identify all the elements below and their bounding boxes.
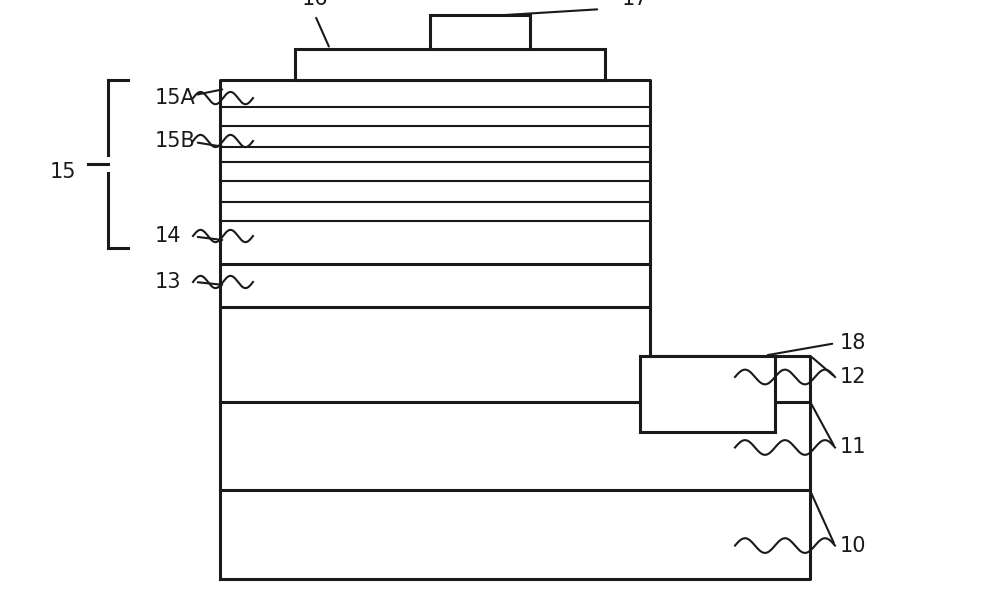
- Bar: [295, 49, 605, 80]
- Text: 16: 16: [302, 0, 328, 9]
- Text: 18: 18: [840, 333, 866, 353]
- Text: 13: 13: [155, 272, 182, 292]
- Text: 10: 10: [840, 536, 866, 555]
- Text: 15B: 15B: [155, 131, 196, 151]
- Text: 17: 17: [622, 0, 648, 9]
- Text: 14: 14: [155, 226, 182, 246]
- Text: 11: 11: [840, 438, 866, 457]
- Text: 12: 12: [840, 367, 866, 387]
- Text: 15: 15: [50, 162, 76, 181]
- Text: 15A: 15A: [155, 88, 196, 108]
- Bar: [640, 356, 775, 432]
- Polygon shape: [220, 80, 810, 579]
- Bar: [430, 15, 530, 49]
